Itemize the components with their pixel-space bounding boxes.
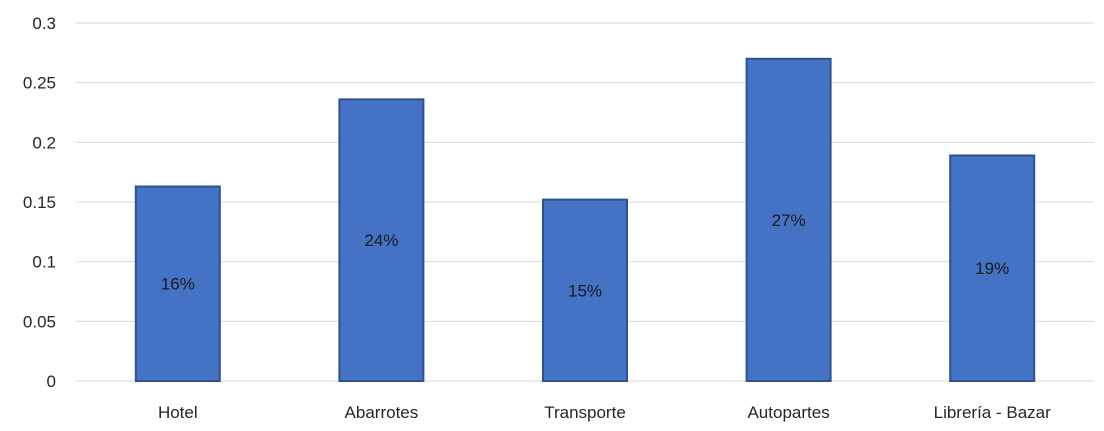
bar-4	[949, 154, 1036, 382]
bar-data-label: 24%	[364, 231, 398, 250]
x-category-label: Autopartes	[747, 403, 829, 422]
bar-data-label: 19%	[975, 259, 1009, 278]
y-tick-label: 0.3	[32, 14, 56, 33]
bar-data-label: 27%	[772, 211, 806, 230]
y-tick-label: 0	[47, 372, 56, 391]
bar-1	[338, 98, 425, 383]
x-axis-category-labels: Hotel Abarrotes Transporte Autopartes Librer…	[158, 403, 1051, 422]
x-category-label: Librería - Bazar	[934, 403, 1051, 422]
y-tick-label: 0.25	[23, 74, 56, 93]
y-tick-label: 0.15	[23, 193, 56, 212]
bar-data-label: 16%	[161, 275, 195, 294]
bar-3	[745, 57, 832, 383]
bars	[134, 57, 1036, 383]
y-tick-label: 0.2	[32, 133, 56, 152]
y-tick-label: 0.1	[32, 253, 56, 272]
x-category-label: Abarrotes	[345, 403, 419, 422]
bar-0	[134, 185, 221, 382]
x-category-label: Hotel	[158, 403, 198, 422]
y-tick-label: 0.05	[23, 312, 56, 331]
x-category-label: Transporte	[544, 403, 626, 422]
bar-data-label: 15%	[568, 281, 602, 300]
bar-2	[542, 198, 628, 382]
bar-data-labels: 16% 24% 15% 27% 19%	[161, 211, 1009, 300]
y-axis-tick-labels: 0 0.05 0.1 0.15 0.2 0.25 0.3	[23, 14, 56, 391]
